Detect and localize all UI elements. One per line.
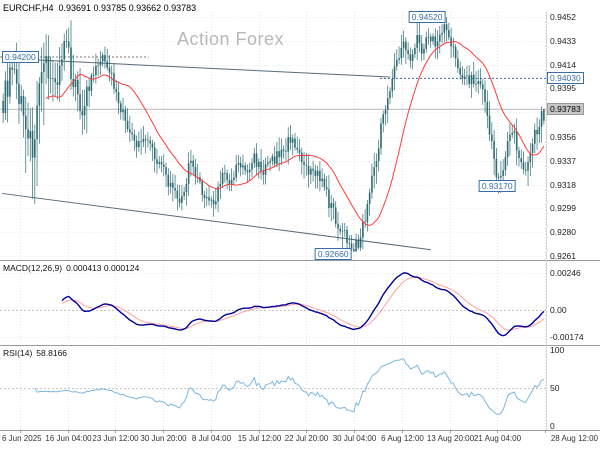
price-tick-label: 0.9395 xyxy=(550,83,576,94)
date-label: 23 Jun 12:00 xyxy=(92,434,139,443)
price-annotation: 0.93170 xyxy=(478,179,516,192)
date-label: 13 Aug 20:00 xyxy=(426,434,475,443)
macd-values: 0.000413 0.000124 xyxy=(66,263,140,273)
price-tick-label: 0.9337 xyxy=(550,155,576,166)
rsi-indicator-label: RSI(14) 58.8166 xyxy=(3,348,71,358)
watermark: Action Forex xyxy=(177,29,285,49)
symbol-timeframe: EURCHF,H4 xyxy=(3,3,54,13)
date-label: 6 Jun 2025 xyxy=(2,434,42,443)
chart-header: EURCHF,H4 0.93691 0.93785 0.93662 0.93783 xyxy=(3,3,201,13)
date-label: 30 Jun 20:00 xyxy=(140,434,187,443)
date-label: 21 Aug 04:00 xyxy=(473,434,522,443)
price-tick-label: 0.9356 xyxy=(550,132,576,143)
price-tick-label: 0.9318 xyxy=(550,179,576,190)
price-tick-label: 0.9280 xyxy=(550,227,576,238)
rsi-tick-label: 0 xyxy=(550,421,555,431)
macd-tick-label: 0.00 xyxy=(550,305,567,315)
date-label: 6 Aug 12:00 xyxy=(381,434,424,443)
price-annotation: 0.94200 xyxy=(2,51,39,64)
rsi-name: RSI(14) xyxy=(3,348,33,358)
price-annotation: 0.92660 xyxy=(314,247,352,260)
price-annotation: 0.94520 xyxy=(408,11,446,23)
date-label: 28 Aug 12:00 xyxy=(550,434,598,443)
current-price-box: 0.93783 xyxy=(547,103,584,116)
price-tick-label: 0.9414 xyxy=(550,59,576,70)
rsi-plot xyxy=(34,358,545,415)
moving-average-line xyxy=(45,41,545,226)
macd-indicator-label: MACD(12,26,9) 0.000413 0.000124 xyxy=(3,263,143,273)
price-tick-label: 0.9433 xyxy=(550,35,576,46)
price-tick-label: 0.9452 xyxy=(550,12,576,22)
ohlc-values: 0.93691 0.93785 0.93662 0.93783 xyxy=(58,3,197,13)
date-label: 30 Jul 04:00 xyxy=(332,434,377,443)
date-label: 22 Jul 20:00 xyxy=(284,434,329,443)
macd-tick-label: 0.00246 xyxy=(550,268,581,278)
macd-name: MACD(12,26,9) xyxy=(3,263,63,273)
date-label: 15 Jul 12:00 xyxy=(237,434,282,443)
rsi-tick-label: 50 xyxy=(550,383,560,393)
price-level-box: 0.94030 xyxy=(547,72,584,85)
rsi-tick-label: 100 xyxy=(550,345,565,355)
macd-tick-label: -0.00174 xyxy=(550,332,584,342)
macd-plot xyxy=(61,272,545,337)
date-label: 16 Jun 04:00 xyxy=(45,434,92,443)
price-tick-label: 0.9261 xyxy=(550,251,576,261)
price-tick-label: 0.9299 xyxy=(550,203,576,214)
date-label: 8 Jul 04:00 xyxy=(191,434,232,443)
rsi-value: 58.8166 xyxy=(36,348,68,358)
panel-borders xyxy=(0,12,600,433)
